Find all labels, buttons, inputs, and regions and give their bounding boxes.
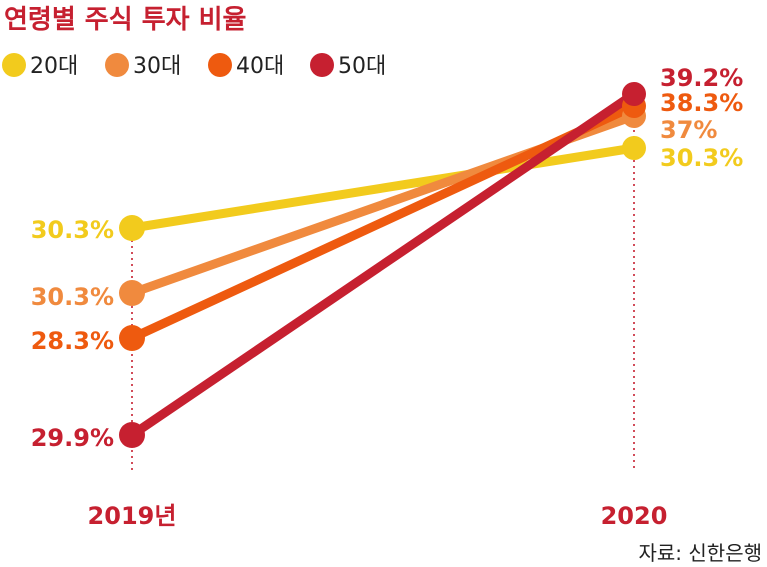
label-3-2020: 38.3% [660,89,743,117]
chart-title: 연령별 주식 투자 비율 [4,5,246,35]
legend-swatch [105,53,129,77]
legend-item-3: 40대 [208,53,284,79]
legend-item-2: 30대 [105,53,181,79]
point-4-2019 [119,422,145,448]
legend-item-1: 20대 [2,53,78,79]
point-4-2020 [622,82,646,106]
x-tick-label-1: 2019년 [88,502,177,530]
series-lines [127,89,639,440]
legend-label: 50대 [338,54,386,79]
legend-swatch [2,53,26,77]
legend-swatch [310,53,334,77]
series-line-4 [127,89,639,440]
label-1-2020: 30.3% [660,144,743,172]
data-points [119,82,646,448]
label-3-2019: 28.3% [31,327,114,355]
point-1-2020 [622,136,646,160]
data-labels: 30.3%30.3%30.3%37%28.3%38.3%29.9%39.2% [31,64,744,452]
legend-swatch [208,53,232,77]
x-tick-label-2: 2020 [601,502,668,530]
label-4-2019: 29.9% [31,424,114,452]
point-3-2019 [119,325,145,351]
source-note: 자료: 신한은행 [639,541,763,565]
legend: 20대 30대 40대 50대 [2,53,386,79]
legend-label: 20대 [30,54,78,79]
series-line-3 [127,101,639,343]
legend-item-4: 50대 [310,53,386,79]
point-1-2019 [119,215,145,241]
legend-label: 40대 [236,54,284,79]
label-1-2019: 30.3% [31,216,114,244]
label-4-2020: 39.2% [660,64,743,92]
series-line-1 [127,143,639,233]
x-axis-labels: 2019년 2020 [88,502,668,530]
label-2-2020: 37% [660,116,717,144]
legend-label: 30대 [133,54,181,79]
label-2-2019: 30.3% [31,283,114,311]
point-2-2019 [119,280,145,306]
